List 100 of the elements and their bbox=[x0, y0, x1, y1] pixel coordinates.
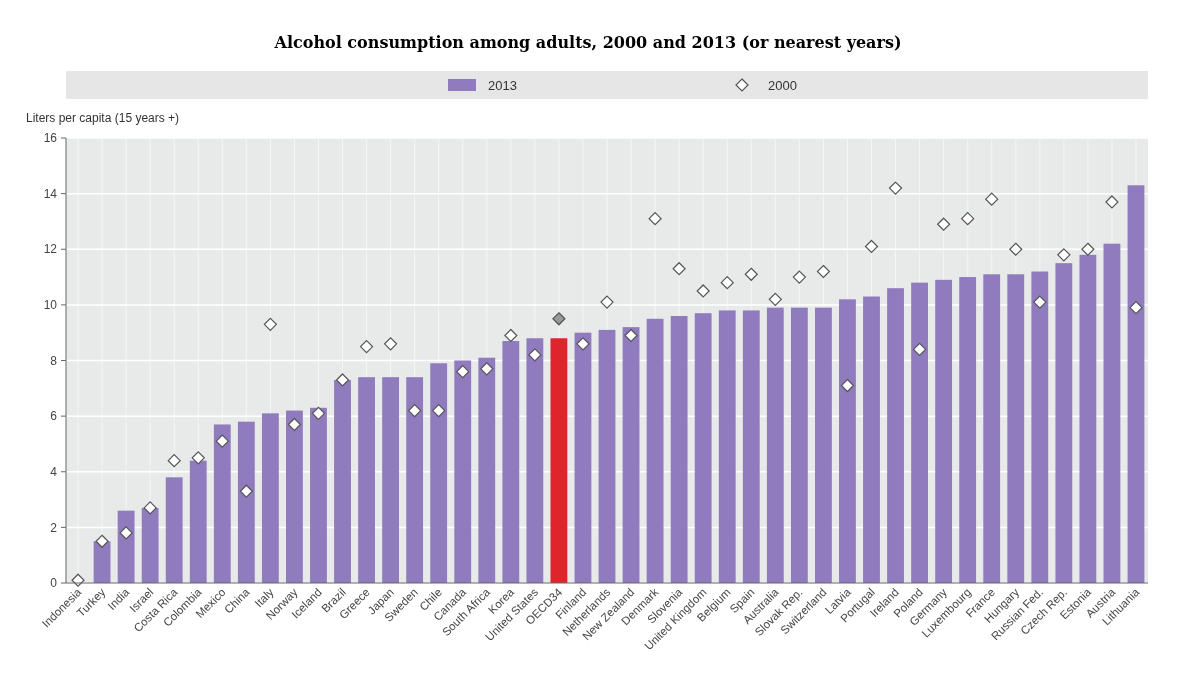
point bbox=[792, 270, 806, 284]
point bbox=[191, 451, 205, 465]
bar bbox=[646, 318, 664, 583]
bar bbox=[814, 307, 832, 583]
y-tick-label: 6 bbox=[50, 409, 58, 424]
point bbox=[1081, 242, 1095, 256]
bar bbox=[911, 282, 928, 583]
bar bbox=[502, 341, 520, 583]
point bbox=[816, 264, 830, 279]
point bbox=[119, 526, 133, 540]
point bbox=[576, 337, 590, 351]
y-tick-label: 2 bbox=[50, 520, 58, 535]
bar bbox=[550, 338, 568, 583]
bar bbox=[430, 363, 448, 583]
bar bbox=[382, 377, 400, 583]
bar bbox=[959, 277, 977, 583]
bar bbox=[598, 329, 616, 583]
bar bbox=[718, 310, 736, 583]
bar bbox=[141, 507, 159, 583]
point bbox=[552, 312, 566, 326]
bar bbox=[1127, 185, 1145, 583]
chart-title: Alcohol consumption among adults, 2000 and 2013 (or nearest years) bbox=[273, 33, 902, 52]
point bbox=[912, 342, 927, 356]
bar bbox=[1007, 274, 1025, 583]
bar bbox=[935, 279, 953, 583]
bar bbox=[1031, 271, 1049, 583]
point bbox=[239, 484, 253, 498]
point bbox=[384, 337, 398, 351]
bar bbox=[117, 510, 135, 583]
bar bbox=[1055, 263, 1073, 583]
bar bbox=[574, 332, 592, 583]
point bbox=[648, 212, 662, 226]
point bbox=[600, 295, 614, 309]
point bbox=[985, 192, 999, 206]
bar bbox=[694, 313, 712, 583]
bar bbox=[526, 338, 544, 583]
point bbox=[335, 373, 350, 387]
y-tick-label: 0 bbox=[50, 576, 58, 591]
bar bbox=[622, 327, 640, 583]
bar bbox=[165, 477, 183, 583]
bar bbox=[406, 377, 424, 583]
point bbox=[1057, 248, 1071, 262]
point bbox=[504, 328, 518, 343]
bar bbox=[478, 357, 496, 583]
bar bbox=[742, 310, 760, 583]
point bbox=[672, 262, 686, 276]
bar bbox=[237, 421, 255, 583]
point bbox=[624, 328, 638, 343]
point bbox=[768, 292, 782, 306]
point bbox=[1009, 242, 1023, 256]
point bbox=[937, 217, 951, 231]
point bbox=[408, 403, 422, 418]
bar bbox=[983, 274, 1001, 583]
bar bbox=[863, 296, 880, 583]
y-tick-label: 8 bbox=[50, 353, 58, 368]
legend-label: 2000 bbox=[768, 78, 797, 93]
point bbox=[840, 378, 855, 393]
bar bbox=[310, 407, 327, 583]
point bbox=[888, 181, 903, 195]
point bbox=[432, 403, 446, 418]
point bbox=[167, 454, 181, 468]
y-tick-label: 12 bbox=[43, 242, 58, 257]
bar bbox=[454, 360, 472, 583]
point bbox=[359, 339, 374, 354]
point bbox=[1105, 195, 1119, 209]
point bbox=[1129, 301, 1143, 315]
bar bbox=[839, 299, 856, 583]
y-axis-title: Liters per capita (15 years +) bbox=[26, 111, 180, 125]
point bbox=[456, 365, 470, 379]
bar bbox=[213, 424, 231, 583]
y-tick-label: 4 bbox=[50, 464, 58, 479]
bar bbox=[790, 307, 808, 583]
point bbox=[215, 434, 229, 448]
bar bbox=[766, 307, 784, 583]
point bbox=[287, 417, 302, 432]
bar bbox=[1079, 254, 1097, 583]
y-tick-label: 10 bbox=[43, 298, 58, 313]
point bbox=[696, 284, 710, 298]
bar bbox=[261, 413, 279, 583]
point bbox=[1033, 295, 1047, 309]
point bbox=[961, 212, 975, 226]
point bbox=[528, 348, 542, 362]
point bbox=[864, 239, 879, 254]
point bbox=[95, 534, 109, 548]
bar bbox=[358, 377, 375, 583]
bar bbox=[670, 316, 688, 583]
point bbox=[480, 362, 494, 376]
y-tick-label: 16 bbox=[43, 131, 58, 146]
point bbox=[311, 406, 326, 420]
point bbox=[744, 267, 758, 281]
point bbox=[720, 276, 734, 290]
bar bbox=[189, 460, 207, 583]
bar bbox=[286, 410, 303, 583]
bar bbox=[1103, 243, 1121, 583]
point bbox=[263, 317, 277, 331]
bar bbox=[334, 379, 351, 583]
legend-label: 2013 bbox=[488, 78, 517, 93]
bar bbox=[887, 288, 904, 583]
y-tick-label: 14 bbox=[43, 186, 58, 201]
point bbox=[143, 501, 157, 515]
